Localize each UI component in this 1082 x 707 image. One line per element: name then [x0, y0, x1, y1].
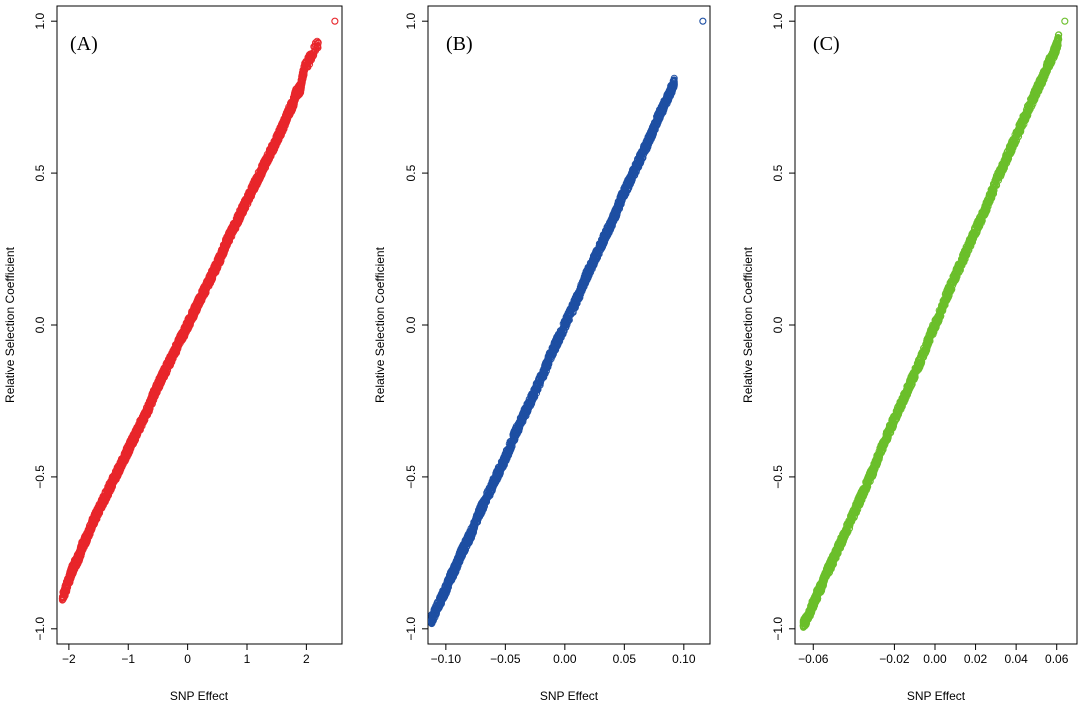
- data-point: [146, 404, 154, 412]
- x-tick-label: 1: [244, 652, 251, 666]
- x-tick-label: −0.05: [490, 652, 521, 666]
- x-tick-label: 0.10: [672, 652, 696, 666]
- data-point: [134, 425, 142, 433]
- data-point: [145, 408, 153, 416]
- data-point: [111, 475, 119, 483]
- x-tick-label: 0: [184, 652, 191, 666]
- x-ticks: −2 −1 0 1 2: [62, 644, 310, 666]
- y-tick-label: 1.0: [404, 13, 418, 30]
- data-point: [128, 439, 136, 447]
- y-axis-title: Relative Selection Coefficient: [373, 246, 387, 403]
- y-tick-label: −0.5: [404, 465, 418, 489]
- data-point: [148, 398, 156, 406]
- panel-label: (B): [446, 33, 473, 55]
- data-point: [60, 587, 68, 595]
- y-tick-label: 0.0: [33, 316, 47, 333]
- data-point: [110, 475, 118, 483]
- data-point: [699, 17, 707, 25]
- x-tick-label: 0.00: [553, 652, 577, 666]
- data-point: [68, 570, 76, 578]
- x-tick-label: 2: [303, 652, 310, 666]
- data-points: [58, 17, 339, 604]
- data-point: [134, 426, 142, 434]
- panel-label: (A): [70, 33, 98, 55]
- y-axis-title: Relative Selection Coefficient: [3, 246, 17, 403]
- data-point: [99, 498, 107, 506]
- x-tick-label: −0.10: [431, 652, 462, 666]
- data-point: [117, 463, 125, 471]
- y-tick-label: 1.0: [33, 13, 47, 30]
- plot-frame: [56, 5, 343, 645]
- data-point: [331, 17, 339, 25]
- y-ticks: −1.0 −0.5 0.0 0.5 1.0: [404, 13, 428, 641]
- y-ticks: −1.0 −0.5 0.0 0.5 1.0: [33, 13, 57, 641]
- y-tick-label: 0.0: [404, 316, 418, 333]
- x-tick-label: 0.05: [613, 652, 637, 666]
- panel-b: (B) SNP Effect Relative Selection Coeffi…: [373, 5, 711, 703]
- data-point: [104, 487, 112, 495]
- x-tick-label: −2: [62, 652, 76, 666]
- data-point: [88, 525, 96, 533]
- data-point: [122, 451, 130, 459]
- y-tick-label: −0.5: [33, 465, 47, 489]
- data-points: [428, 17, 707, 628]
- data-point: [58, 596, 66, 604]
- y-tick-label: −1.0: [404, 617, 418, 641]
- panel-a: (A) SNP Effect Relative Selection Coeffi…: [3, 5, 343, 703]
- x-tick-label: −1: [121, 652, 135, 666]
- x-axis-title: SNP Effect: [540, 689, 599, 703]
- y-tick-label: 0.5: [33, 164, 47, 181]
- y-tick-label: 0.5: [404, 164, 418, 181]
- data-point: [105, 489, 113, 497]
- data-point: [61, 588, 69, 596]
- x-ticks: −0.10 −0.05 0.00 0.05 0.10: [431, 644, 696, 666]
- data-point: [92, 515, 100, 523]
- x-axis-title: SNP Effect: [170, 689, 229, 703]
- y-tick-label: −1.0: [33, 617, 47, 641]
